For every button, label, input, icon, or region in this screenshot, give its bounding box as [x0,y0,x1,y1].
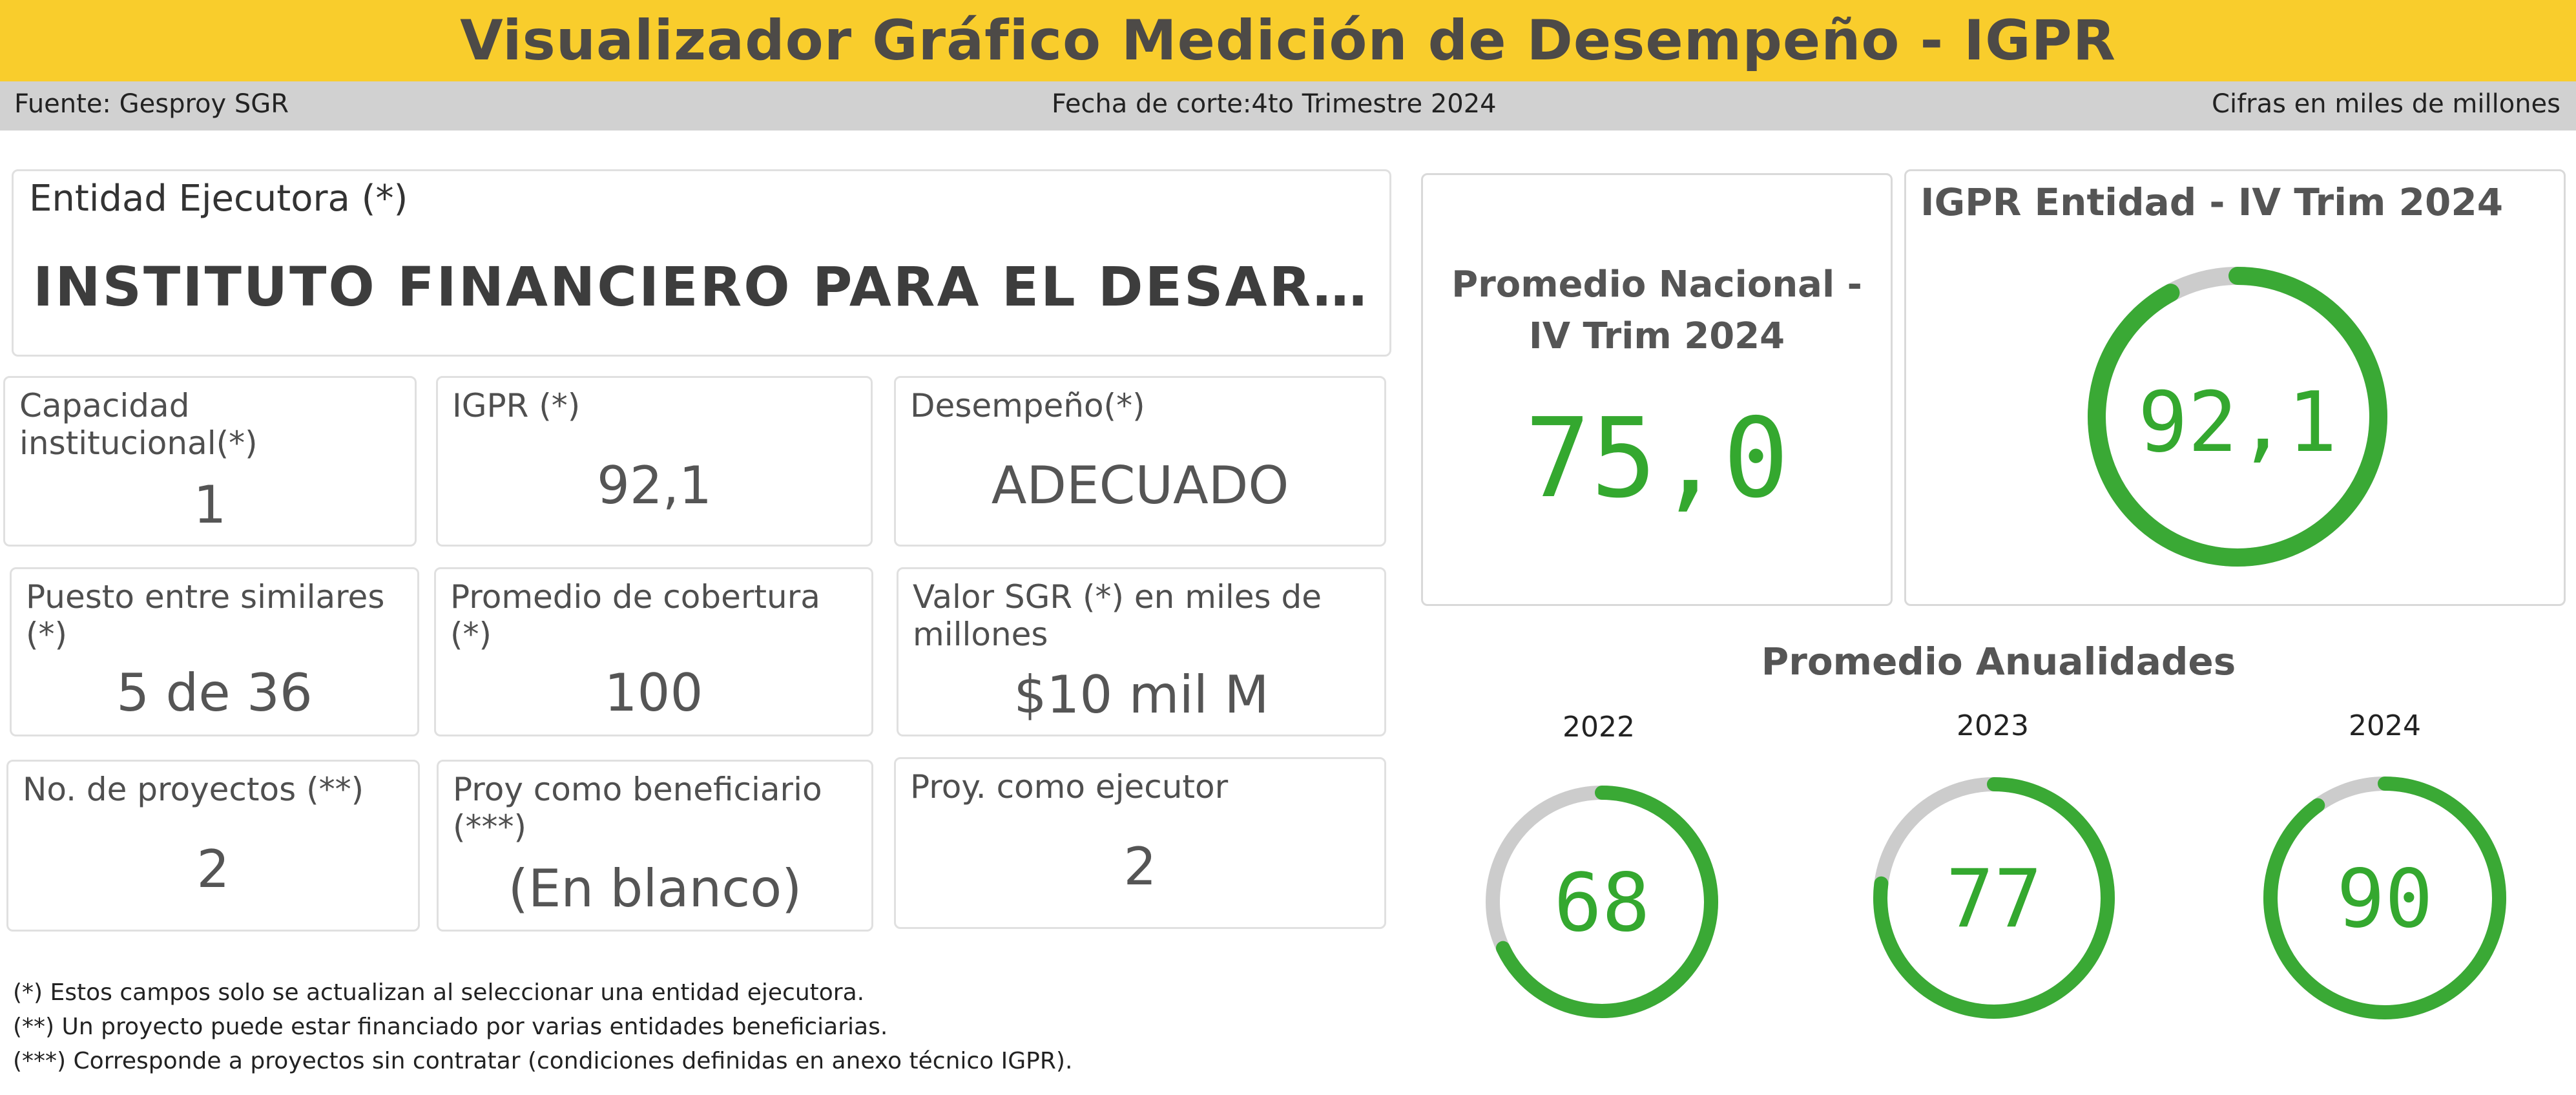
kpi-card-ejecutor: Proy. como ejecutor 2 [894,757,1386,929]
promedio-nacional-title-line1: Promedio Nacional - [1451,264,1862,306]
kpi-card-beneficiario: Proy como beneficiario (***) (En blanco) [437,760,873,932]
anualidad-value-2023: 77 [1946,853,2042,946]
kpi-label: Desempeño(*) [910,387,1145,424]
entidad-value[interactable]: INSTITUTO FINANCIERO PARA EL DESARRO... [33,255,1389,318]
kpi-label: IGPR (*) [452,387,581,424]
anualidad-value-2024: 90 [2336,853,2433,946]
entidad-ejecutora-selector[interactable]: Entidad Ejecutora (*) INSTITUTO FINANCIE… [12,169,1391,357]
promedio-nacional-card: Promedio Nacional - IV Trim 2024 75,0 [1421,173,1893,606]
igpr-entidad-value: 92,1 [2137,375,2338,471]
page-title: Visualizador Gráfico Medición de Desempe… [460,8,2116,73]
kpi-label: Proy. como ejecutor [910,768,1229,806]
kpi-label: Capacidad institucional(*) [19,387,258,462]
kpi-value: $10 mil M [1013,665,1269,725]
info-bar: Fuente: Gesproy SGR Fecha de corte:4to T… [0,81,2576,130]
kpi-value: 2 [1123,837,1157,897]
kpi-card-igpr: IGPR (*) 92,1 [436,376,873,547]
kpi-label: Proy como beneficiario (***) [453,771,822,846]
units-text: Cifras en miles de millones [2212,89,2560,119]
kpi-label: Puesto entre similares (*) [26,578,385,653]
kpi-card-valor-sgr: Valor SGR (*) en miles de millones $10 m… [897,567,1386,736]
kpi-card-cobertura: Promedio de cobertura (*) 100 [434,567,873,736]
kpi-value: ADECUADO [991,455,1289,516]
kpi-card-desempeno: Desempeño(*) ADECUADO [894,376,1386,547]
kpi-value: 92,1 [596,455,712,516]
kpi-label: No. de proyectos (**) [23,771,364,808]
promedio-nacional-value: 75,0 [1524,395,1789,523]
kpi-label: Promedio de cobertura (*) [450,578,820,653]
anualidades-title: Promedio Anualidades [1761,640,2236,683]
kpi-value: (En blanco) [508,859,802,919]
kpi-label: Valor SGR (*) en miles de millones [913,578,1322,653]
year-label: 2022 [1563,711,1635,744]
footnote: (*) Estos campos solo se actualizan al s… [13,979,865,1006]
year-label: 2023 [1957,709,2029,742]
cutoff-date-text: Fecha de corte:4to Trimestre 2024 [1052,89,1497,119]
anualidad-value-2022: 68 [1553,857,1650,950]
entidad-label: Entidad Ejecutora (*) [29,178,408,220]
promedio-nacional-title: Promedio Nacional - IV Trim 2024 [1423,259,1891,362]
kpi-value: 5 de 36 [116,663,313,723]
source-text: Fuente: Gesproy SGR [14,89,289,119]
kpi-value: 100 [604,663,703,723]
kpi-value: 1 [193,475,227,535]
igpr-entidad-title: IGPR Entidad - IV Trim 2024 [1920,180,2504,224]
year-label: 2024 [2349,709,2421,742]
footnote: (**) Un proyecto puede estar financiado … [13,1014,888,1040]
footnote: (***) Corresponde a proyectos sin contra… [13,1048,1073,1074]
footnotes: (*) Estos campos solo se actualizan al s… [13,975,1072,1078]
kpi-card-proyectos: No. de proyectos (**) 2 [6,760,420,932]
kpi-value: 2 [196,839,230,899]
page-header: Visualizador Gráfico Medición de Desempe… [0,0,2576,81]
promedio-nacional-title-line2: IV Trim 2024 [1528,315,1785,357]
kpi-card-puesto: Puesto entre similares (*) 5 de 36 [10,567,419,736]
kpi-card-capacidad: Capacidad institucional(*) 1 [3,376,417,547]
